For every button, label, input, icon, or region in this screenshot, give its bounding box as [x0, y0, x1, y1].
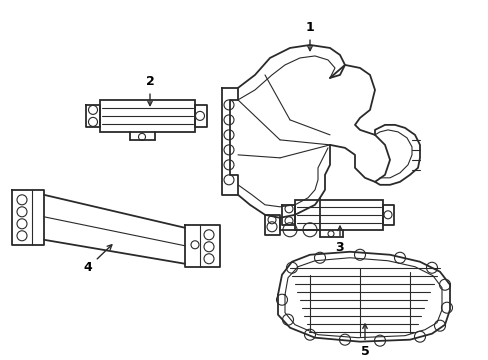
Text: 3: 3: [335, 226, 344, 254]
Text: 1: 1: [305, 22, 314, 51]
Bar: [100, 100, 195, 132]
Text: 2: 2: [145, 76, 154, 105]
Bar: [294, 200, 382, 230]
Text: 5: 5: [360, 324, 368, 358]
Text: 4: 4: [83, 245, 112, 274]
